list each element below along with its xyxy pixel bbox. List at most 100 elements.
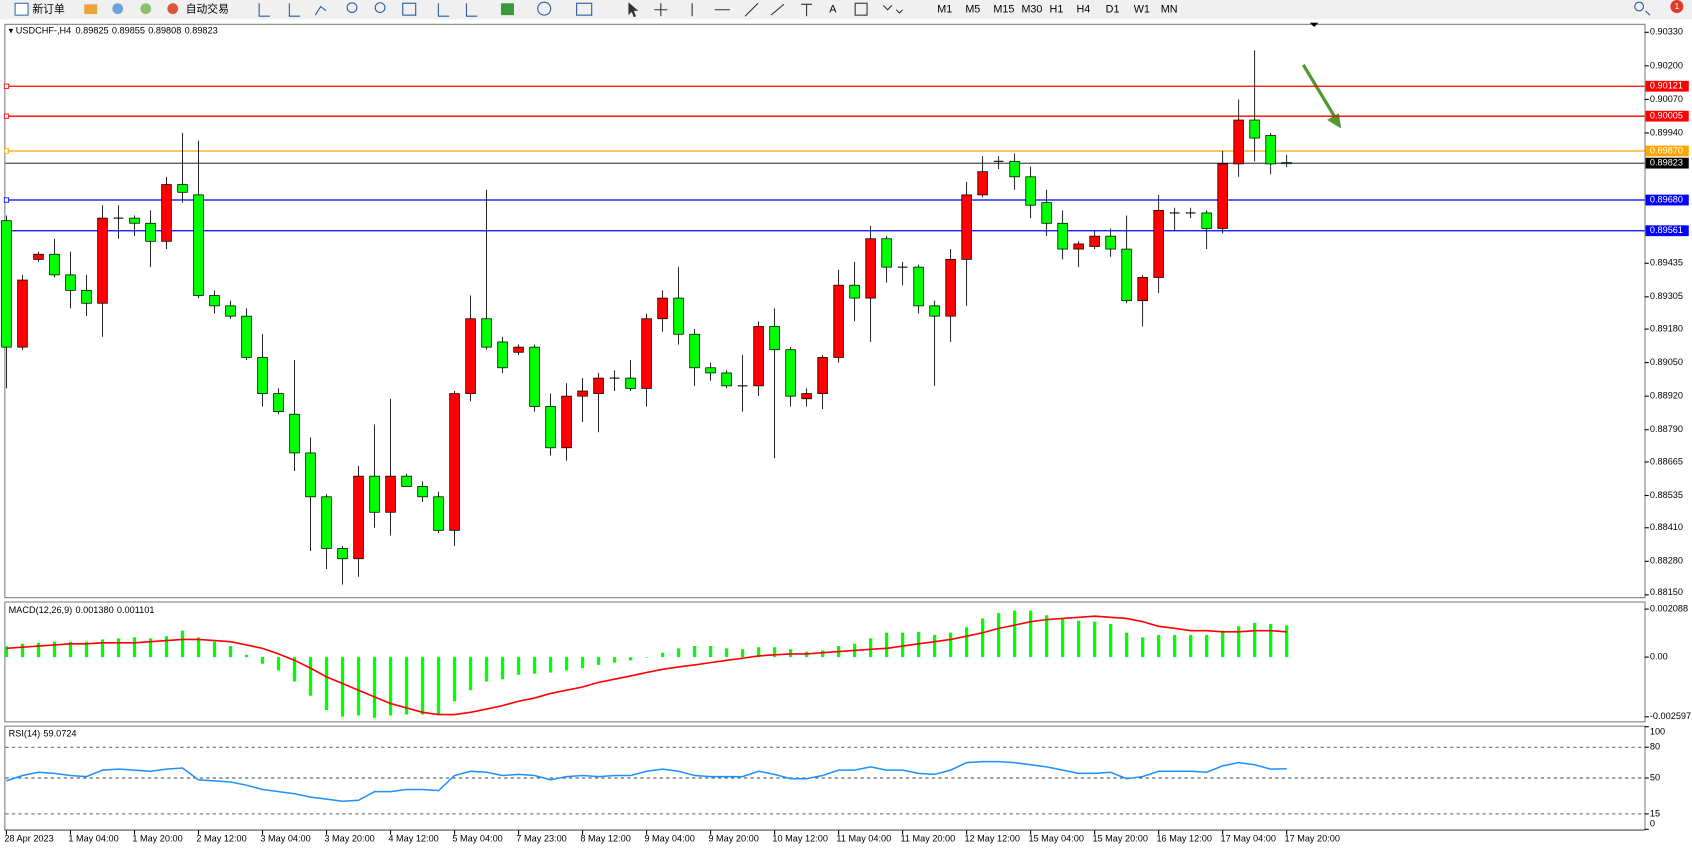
candle-body xyxy=(1121,248,1132,302)
tile[interactable] xyxy=(402,2,417,16)
x-tick-label: 4 May 12:00 xyxy=(388,833,438,843)
zoom-in[interactable] xyxy=(346,2,358,13)
cursor-tool[interactable] xyxy=(628,2,639,18)
indicators[interactable] xyxy=(501,3,514,16)
notification-badge[interactable] xyxy=(1670,0,1684,13)
auto-trading-icon[interactable] xyxy=(167,3,179,15)
candle-body xyxy=(129,217,140,224)
macd-bar xyxy=(756,647,761,658)
icon[interactable] xyxy=(84,4,98,15)
candle-body xyxy=(561,395,572,449)
timeframe-button[interactable]: MN xyxy=(1161,4,1178,16)
level-label: 0.89561 xyxy=(1650,225,1683,235)
candle-body xyxy=(337,548,348,560)
header-close: 0.89823 xyxy=(185,26,218,36)
candle-body xyxy=(49,253,60,276)
rsi-header: RSI(14) 59.0724 xyxy=(9,729,77,739)
search[interactable] xyxy=(1634,1,1651,16)
macd-bar xyxy=(276,657,281,671)
timeframe-button[interactable]: W1 xyxy=(1134,4,1150,16)
macd-bar xyxy=(740,649,745,658)
y-tick-label: 80 xyxy=(1650,742,1660,752)
macd-bar xyxy=(1077,620,1081,658)
scroll-icons[interactable] xyxy=(437,3,478,17)
candle-body xyxy=(97,217,108,304)
candle-body xyxy=(785,349,796,397)
new-order-button[interactable]: 新订单 xyxy=(32,3,65,16)
macd-bar xyxy=(1125,632,1129,658)
timeframe-button[interactable]: M5 xyxy=(965,4,980,16)
macd-bar xyxy=(548,657,553,673)
candle-body xyxy=(145,222,156,242)
text-tool[interactable]: A xyxy=(829,4,837,16)
candle-body xyxy=(1201,212,1212,229)
timeframe-button[interactable]: H1 xyxy=(1050,4,1064,16)
new-order-icon[interactable] xyxy=(14,2,29,16)
macd-bar xyxy=(676,648,681,658)
macd-bar xyxy=(388,657,393,716)
level-label: 0.89870 xyxy=(1650,145,1683,155)
macd-bar xyxy=(196,637,201,658)
candle-body xyxy=(1,220,12,348)
candle-body xyxy=(401,475,412,487)
macd-bar xyxy=(532,657,537,674)
periods[interactable] xyxy=(537,1,552,16)
y-tick-label: 0.002088 xyxy=(1650,604,1688,614)
rsi-line xyxy=(6,760,1287,803)
candle-body xyxy=(753,326,764,387)
macd-bar xyxy=(404,657,409,715)
macd-header: MACD(12,26,9) 0.001380 0.001101 xyxy=(9,606,155,616)
macd-bar xyxy=(820,650,825,658)
y-tick-label: 0.89305 xyxy=(1650,291,1683,301)
level-label: 0.90121 xyxy=(1650,81,1683,91)
timeframe-button[interactable]: D1 xyxy=(1106,4,1120,16)
header-low: 0.89808 xyxy=(148,26,181,36)
timeframe-button[interactable]: H4 xyxy=(1077,4,1091,16)
level-label: 0.89680 xyxy=(1650,194,1683,204)
macd-bar xyxy=(244,654,249,658)
candle-body xyxy=(1025,176,1036,206)
icon[interactable] xyxy=(140,3,152,15)
candle-body xyxy=(961,194,972,260)
candle-body xyxy=(241,315,252,358)
level-label: 0.90005 xyxy=(1650,111,1683,121)
arrows-tool[interactable] xyxy=(882,5,904,14)
candle-body xyxy=(977,171,988,196)
label-tool[interactable] xyxy=(854,2,868,16)
macd-bar xyxy=(932,635,937,658)
level-marker xyxy=(3,148,10,154)
candle-body xyxy=(1041,202,1052,224)
macd-bar xyxy=(1269,623,1273,658)
arrow-head xyxy=(1327,113,1342,129)
macd-bar xyxy=(100,639,105,658)
macd-bar xyxy=(1205,635,1209,658)
macd-bar xyxy=(1173,635,1177,658)
level-marker xyxy=(3,113,10,119)
x-tick-label: 1 May 20:00 xyxy=(132,833,182,843)
y-tick-label: 0.88535 xyxy=(1650,490,1683,500)
collapse-icon: ▾ xyxy=(9,26,16,36)
macd-bar xyxy=(612,657,617,663)
timeframe-button[interactable]: M15 xyxy=(993,4,1014,16)
candle-body xyxy=(705,367,716,374)
x-tick-label: 9 May 04:00 xyxy=(644,833,694,843)
candle-body xyxy=(881,238,892,268)
timeframe-button[interactable]: M30 xyxy=(1021,4,1042,16)
candle-body xyxy=(929,305,940,317)
candle-body xyxy=(513,346,524,353)
candle-body xyxy=(65,274,76,291)
icon[interactable] xyxy=(112,3,124,15)
toolbar-bg xyxy=(0,0,1692,20)
annotation-arrow xyxy=(1301,63,1342,129)
candle-body xyxy=(1217,163,1228,229)
auto-trading-button[interactable]: 自动交易 xyxy=(186,3,229,16)
macd-bar xyxy=(20,643,25,658)
timeframe-button[interactable]: M1 xyxy=(937,4,952,16)
drawing-tools[interactable] xyxy=(654,2,812,17)
zoom-out[interactable] xyxy=(374,2,386,13)
chart-type-icons[interactable] xyxy=(258,3,327,17)
templates[interactable] xyxy=(576,2,593,16)
macd-bar xyxy=(356,657,361,716)
macd-bar xyxy=(724,648,729,658)
candle-body xyxy=(657,297,668,320)
